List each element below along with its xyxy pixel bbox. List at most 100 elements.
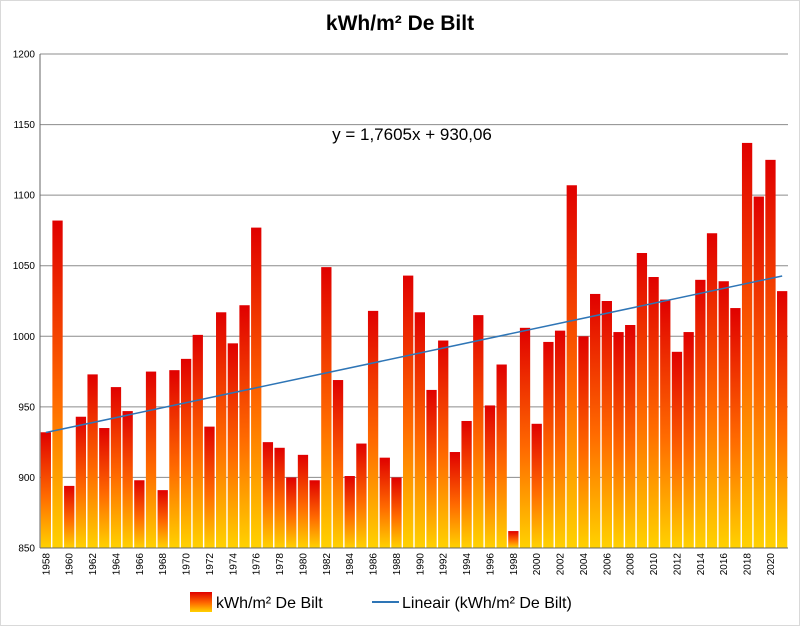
y-tick-label-1150: 1150 xyxy=(13,120,35,131)
bar-1962 xyxy=(87,374,98,548)
bar-1998 xyxy=(508,531,519,548)
bar-1996 xyxy=(484,405,496,548)
x-tick-label-1986: 1986 xyxy=(369,553,380,576)
bar-2016 xyxy=(718,281,729,548)
bar-1993 xyxy=(449,452,461,548)
x-tick-label-1978: 1978 xyxy=(275,553,286,576)
x-tick-label-1962: 1962 xyxy=(88,553,99,576)
x-tick-label-1958: 1958 xyxy=(41,553,52,576)
x-tick-label-2002: 2002 xyxy=(556,553,567,576)
x-tick-label-1974: 1974 xyxy=(228,553,239,576)
bar-2004 xyxy=(578,336,589,548)
bar-1974 xyxy=(227,343,238,548)
x-tick-label-1996: 1996 xyxy=(485,553,496,576)
bar-1982 xyxy=(321,267,332,548)
bar-1984 xyxy=(344,476,355,548)
y-tick-label-850: 850 xyxy=(18,544,35,555)
bar-1979 xyxy=(286,477,297,548)
trend-line xyxy=(45,275,783,434)
legend-label-bars: kWh/m² De Bilt xyxy=(216,595,323,612)
bar-1959 xyxy=(52,220,63,548)
y-tick-label-1000: 1000 xyxy=(13,332,36,343)
bar-2008 xyxy=(625,324,636,548)
bar-1977 xyxy=(262,442,274,548)
legend-swatch-bars xyxy=(190,592,212,612)
x-tick-label-2012: 2012 xyxy=(672,553,683,576)
bar-1989 xyxy=(403,275,414,548)
bar-1969 xyxy=(169,370,180,548)
x-tick-label-1990: 1990 xyxy=(415,553,426,576)
bar-1983 xyxy=(332,380,344,548)
bar-1994 xyxy=(461,420,472,548)
x-tick-label-1992: 1992 xyxy=(439,553,450,576)
bar-1978 xyxy=(274,447,285,548)
bar-1990 xyxy=(414,312,425,548)
y-axis-ticks: 850 900 950 1000 1050 1100 1150 1200 xyxy=(13,50,36,555)
bar-1960 xyxy=(64,485,75,548)
bar-2013 xyxy=(683,332,694,548)
bar-2006 xyxy=(601,301,612,548)
bar-1987 xyxy=(379,457,390,548)
bar-2000 xyxy=(531,423,542,548)
x-tick-label-1968: 1968 xyxy=(158,553,169,576)
bar-1964 xyxy=(110,387,122,548)
legend-label-trend: Lineair (kWh/m² De Bilt) xyxy=(402,595,572,612)
y-tick-label-950: 950 xyxy=(18,402,35,413)
bar-1975 xyxy=(239,305,250,548)
x-tick-label-2008: 2008 xyxy=(626,553,637,576)
bar-2014 xyxy=(695,279,706,548)
bar-2018 xyxy=(741,142,753,549)
bar-2010 xyxy=(648,277,659,548)
bar-1992 xyxy=(438,340,449,548)
legend: kWh/m² De Bilt Lineair (kWh/m² De Bilt) xyxy=(190,592,572,612)
bar-1961 xyxy=(75,416,87,548)
x-tick-label-2016: 2016 xyxy=(719,553,730,576)
bar-1971 xyxy=(192,334,203,548)
y-tick-label-1050: 1050 xyxy=(13,261,36,272)
bar-2003 xyxy=(566,185,577,548)
x-tick-label-1970: 1970 xyxy=(182,553,193,576)
bar-1965 xyxy=(122,411,133,548)
bar-1980 xyxy=(297,454,309,548)
bar-1986 xyxy=(367,310,379,548)
x-tick-label-1966: 1966 xyxy=(135,553,146,576)
bar-1988 xyxy=(391,477,402,548)
bar-1966 xyxy=(134,480,145,548)
x-tick-label-2014: 2014 xyxy=(696,553,707,576)
axes xyxy=(39,54,788,549)
x-tick-label-2018: 2018 xyxy=(743,553,754,576)
bar-1991 xyxy=(426,389,437,548)
x-tick-label-1960: 1960 xyxy=(65,553,76,576)
y-tick-label-1100: 1100 xyxy=(13,191,35,202)
x-tick-label-1972: 1972 xyxy=(205,553,216,576)
x-tick-label-1994: 1994 xyxy=(462,553,473,576)
x-tick-label-2000: 2000 xyxy=(532,553,543,576)
x-tick-label-2004: 2004 xyxy=(579,553,590,576)
bar-2002 xyxy=(554,330,566,548)
bar-1981 xyxy=(309,480,320,548)
bar-1995 xyxy=(473,315,484,548)
bar-1958 xyxy=(40,432,51,548)
bar-1967 xyxy=(145,371,157,548)
x-axis-ticks: 1958 1960 1962 1964 1966 1968 1970 1972 1974 1976… xyxy=(41,553,777,576)
bar-2005 xyxy=(590,293,601,548)
bar-2009 xyxy=(636,253,648,549)
bar-1972 xyxy=(204,426,215,548)
bar-1997 xyxy=(496,364,507,548)
bar-2021 xyxy=(777,291,788,548)
bar-series xyxy=(40,142,788,549)
bar-2017 xyxy=(730,308,741,548)
x-tick-label-2020: 2020 xyxy=(766,553,777,576)
x-tick-label-1980: 1980 xyxy=(298,553,309,576)
bar-1999 xyxy=(519,327,531,548)
trend-equation: y = 1,7605x + 930,06 xyxy=(332,125,492,144)
x-tick-label-1976: 1976 xyxy=(252,553,263,576)
bar-2001 xyxy=(543,341,554,548)
x-tick-label-1988: 1988 xyxy=(392,553,403,576)
bar-2019 xyxy=(753,196,764,548)
bar-2011 xyxy=(660,299,671,548)
x-tick-label-2006: 2006 xyxy=(602,553,613,576)
bar-2015 xyxy=(706,233,718,548)
